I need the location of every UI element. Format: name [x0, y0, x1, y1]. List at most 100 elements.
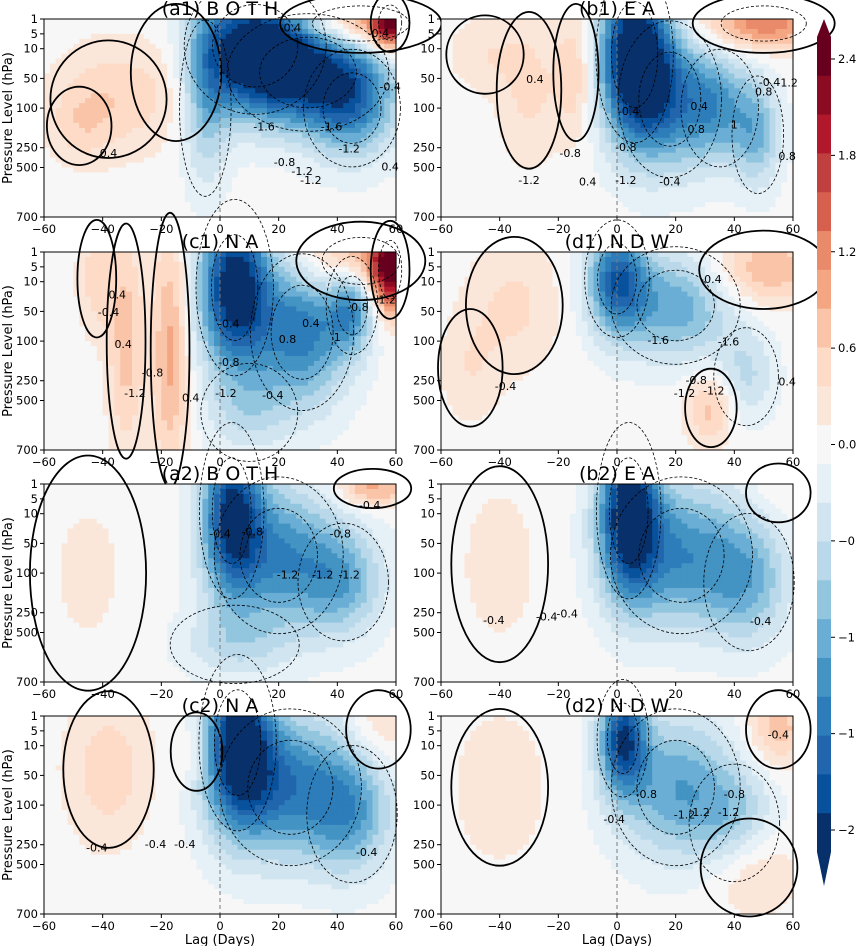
heat-cell [284, 162, 291, 169]
heat-cell [669, 78, 677, 84]
heat-cell [746, 43, 753, 50]
heat-cell [220, 192, 227, 198]
heat-cell [558, 48, 565, 55]
heat-cell [55, 78, 63, 84]
contour-label: -1.6 [321, 120, 342, 133]
heat-cell [372, 23, 379, 30]
heat-cell [296, 122, 303, 129]
heat-cell [769, 23, 776, 30]
heat-cell [237, 113, 245, 119]
heat-cell [716, 197, 724, 203]
heat-cell [366, 122, 374, 129]
heat-cell [611, 33, 618, 40]
heat-cell [85, 137, 92, 144]
heat-cell [699, 58, 706, 65]
heat-cell [634, 172, 642, 178]
heat-cell [79, 113, 86, 119]
heat-cell [523, 63, 530, 70]
heat-cell [44, 331, 51, 337]
heat-cell [681, 192, 688, 198]
heat-cell [102, 88, 110, 94]
heat-cell [161, 122, 168, 129]
heat-cell [272, 177, 280, 183]
heat-cell [167, 132, 174, 139]
heat-cell [587, 187, 595, 193]
heat-cell [452, 162, 460, 169]
heat-cell [546, 177, 554, 183]
heat-cell [452, 28, 460, 35]
heat-cell [769, 152, 776, 159]
heat-cell [178, 68, 186, 75]
heat-cell [337, 122, 344, 129]
heat-cell [155, 38, 162, 45]
heat-cell [255, 78, 262, 84]
heat-cell [757, 137, 765, 144]
y-axis-label: Pressure Level (hPa) [1, 52, 16, 184]
heat-cell [499, 137, 507, 144]
heat-cell [458, 177, 466, 183]
heat-cell [272, 197, 280, 203]
heat-cell [570, 212, 577, 218]
heat-cell [102, 63, 110, 70]
heat-cell [372, 88, 379, 94]
heat-cell [681, 127, 688, 134]
heat-cell [564, 38, 571, 45]
heat-cell [658, 172, 665, 178]
heat-cell [722, 48, 730, 55]
heat-cell [90, 83, 98, 89]
heat-cell [470, 103, 477, 109]
heat-cell [681, 23, 688, 30]
heat-cell [249, 122, 256, 129]
heat-cell [687, 187, 694, 193]
heat-cell [787, 142, 794, 149]
panel-title: (a1) B O T H [162, 0, 279, 20]
heat-cell [102, 108, 110, 114]
heat-cell [155, 182, 162, 188]
heat-cell [126, 108, 133, 114]
heat-cell [331, 78, 338, 84]
heat-cell [231, 108, 239, 114]
heat-cell [558, 182, 565, 188]
heat-cell [675, 182, 683, 188]
heat-cell [564, 187, 571, 193]
heat-cell [173, 182, 180, 188]
heat-cell [669, 172, 677, 178]
heat-cell [787, 73, 794, 79]
heat-cell [669, 137, 677, 144]
heat-cell [278, 167, 286, 174]
heat-cell [331, 113, 338, 119]
heat-cell [120, 207, 127, 213]
heat-cell [67, 83, 74, 89]
heat-cell [44, 395, 51, 402]
heat-cell [102, 197, 110, 203]
heat-cell [343, 53, 350, 60]
heat-cell [728, 103, 735, 109]
heat-cell [575, 127, 583, 134]
heat-cell [73, 73, 80, 79]
heat-cell [699, 113, 706, 119]
heat-cell [49, 252, 57, 258]
heat-cell [781, 68, 788, 75]
heat-cell [202, 142, 209, 149]
heat-cell [360, 68, 368, 75]
heat-cell [243, 192, 250, 198]
heat-cell [675, 83, 683, 89]
heat-cell [523, 48, 530, 55]
heat-cell [658, 212, 665, 218]
heat-cell [705, 78, 712, 84]
heat-cell [349, 122, 356, 129]
heat-cell [652, 53, 659, 60]
heat-cell [349, 142, 356, 149]
heat-cell [599, 167, 606, 174]
heat-cell [67, 33, 74, 40]
heat-cell [378, 182, 385, 188]
heat-cell [372, 157, 379, 164]
heat-cell [751, 48, 759, 55]
heat-cell [231, 162, 239, 169]
heat-cell [161, 187, 168, 193]
heat-cell [493, 212, 501, 218]
heat-cell [493, 23, 501, 30]
heat-cell [763, 58, 771, 65]
heat-cell [640, 23, 647, 30]
heat-cell [505, 108, 512, 114]
